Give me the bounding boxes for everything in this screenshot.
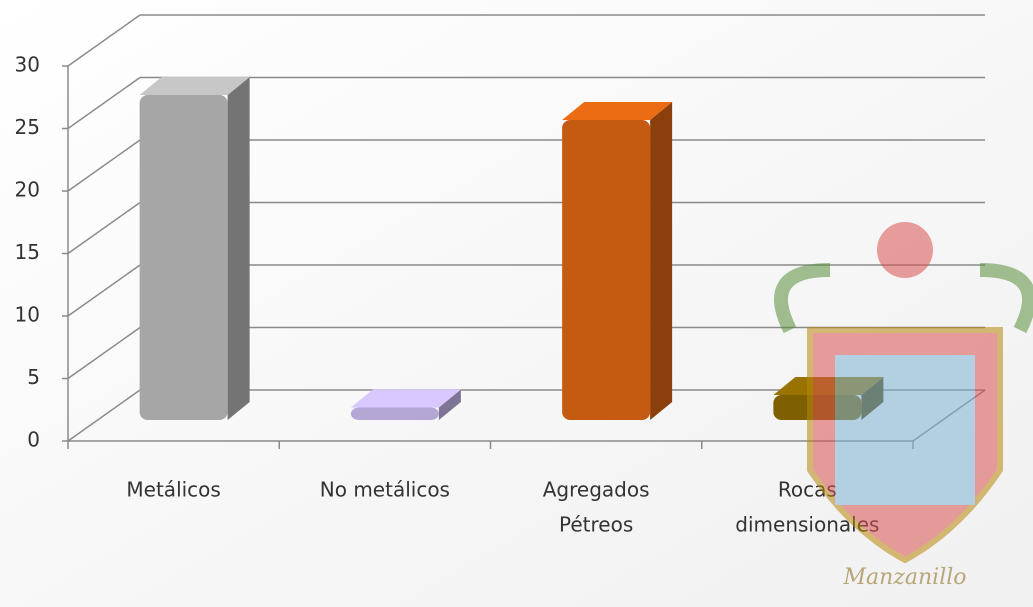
y-tick-label: 0 bbox=[27, 428, 40, 452]
bar bbox=[139, 95, 228, 420]
x-tick-label: No metálicos bbox=[320, 478, 450, 502]
grid-line bbox=[67, 264, 141, 317]
grid-line bbox=[67, 76, 141, 130]
bar bbox=[562, 120, 651, 420]
watermark: Manzanillo bbox=[774, 222, 1033, 590]
bar-side bbox=[438, 389, 461, 420]
bar bbox=[350, 407, 439, 420]
grid-line bbox=[67, 139, 141, 192]
bar-side bbox=[227, 77, 250, 420]
grid-line bbox=[67, 389, 141, 442]
y-tick-label: 15 bbox=[15, 240, 40, 264]
leaves bbox=[774, 263, 1033, 334]
watermark-text: Manzanillo bbox=[842, 565, 966, 590]
x-tick-label: Pétreos bbox=[559, 513, 633, 537]
grid-line bbox=[67, 14, 141, 67]
y-tick-label: 10 bbox=[15, 303, 40, 327]
bar-top bbox=[350, 389, 461, 408]
grid-line bbox=[67, 201, 141, 255]
y-tick-label: 25 bbox=[15, 115, 40, 139]
y-tick-label: 5 bbox=[27, 365, 40, 389]
y-tick-label: 20 bbox=[15, 178, 40, 202]
shield-field bbox=[835, 355, 975, 505]
bar-top bbox=[562, 102, 673, 120]
x-tick-label: Metálicos bbox=[126, 478, 220, 502]
crest bbox=[877, 222, 933, 278]
x-tick-label: Agregados bbox=[543, 478, 650, 502]
y-tick-label: 30 bbox=[15, 53, 40, 77]
bar-side bbox=[650, 102, 673, 420]
grid-line bbox=[67, 326, 141, 380]
bar-top bbox=[139, 77, 250, 95]
